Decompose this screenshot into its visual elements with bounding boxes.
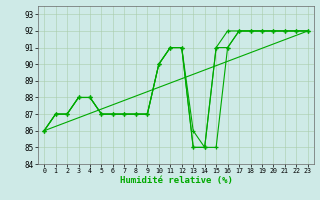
X-axis label: Humidité relative (%): Humidité relative (%)	[120, 176, 232, 185]
